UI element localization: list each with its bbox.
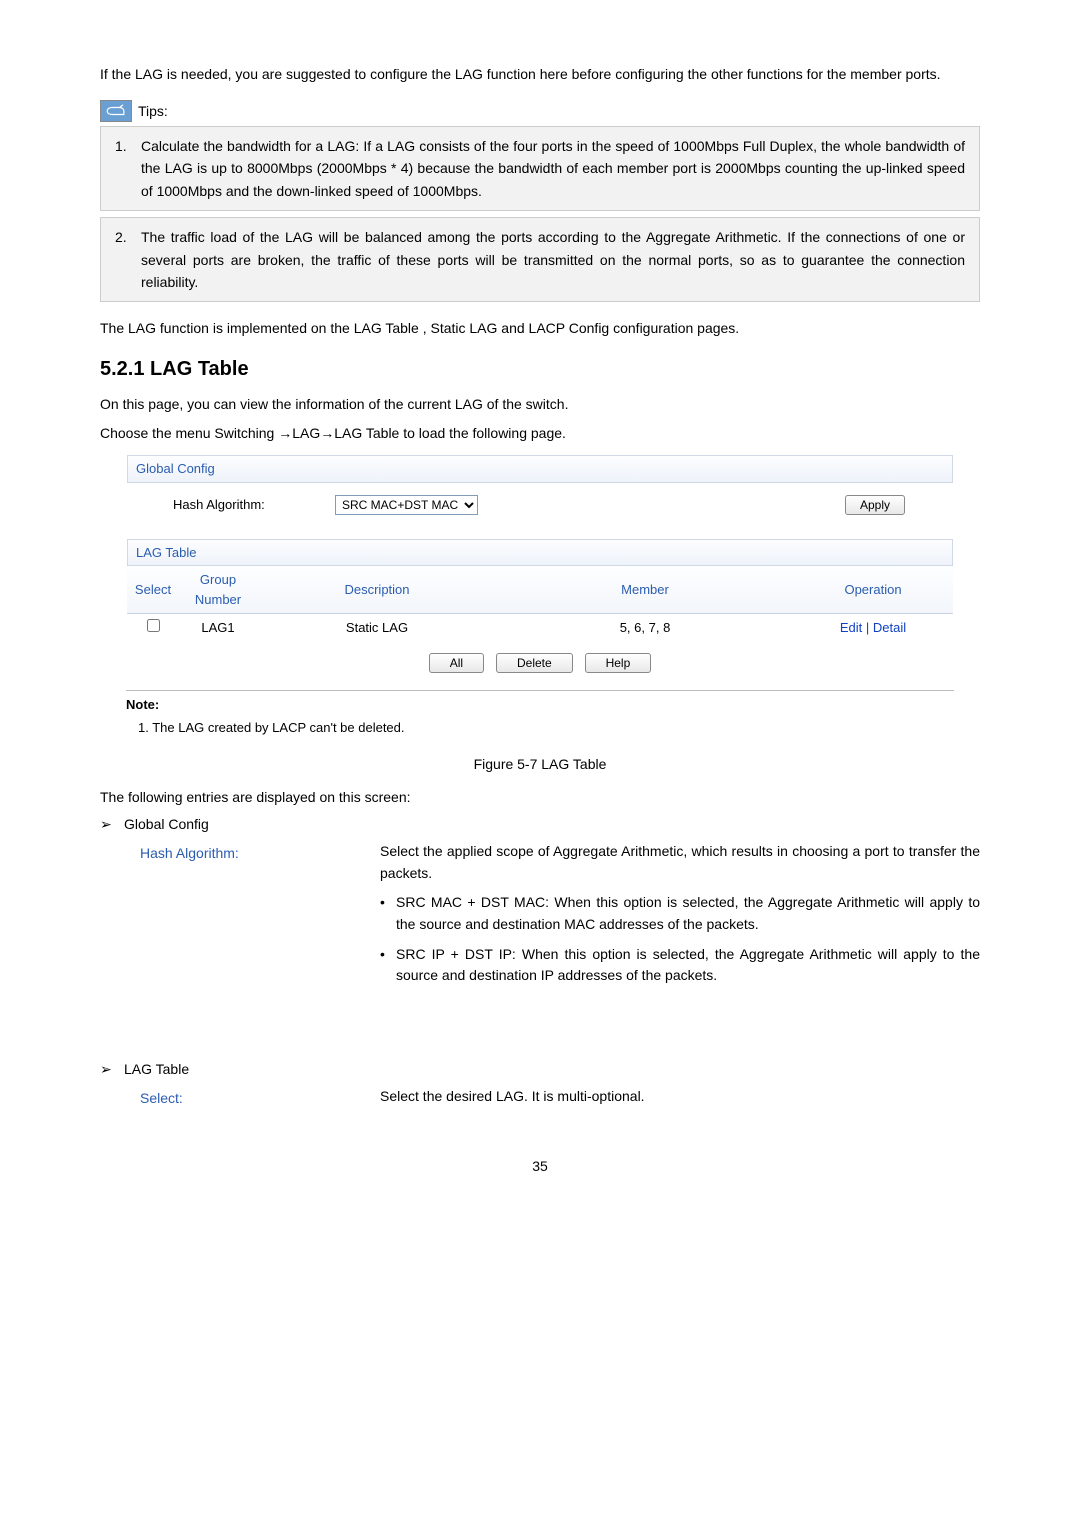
cell-group: LAG1 bbox=[179, 614, 257, 642]
entries-line: The following entries are displayed on t… bbox=[100, 787, 980, 808]
chevron-right-icon: ➢ bbox=[100, 1059, 124, 1080]
figure-caption: Figure 5-7 LAG Table bbox=[100, 754, 980, 775]
table-button-row: All Delete Help bbox=[127, 642, 953, 687]
tip-number: 2. bbox=[115, 226, 141, 293]
hash-algorithm-row: Hash Algorithm: SRC MAC+DST MAC Apply bbox=[127, 483, 953, 539]
lag-table-list-item: ➢ LAG Table bbox=[100, 1059, 980, 1080]
chevron-right-icon: ➢ bbox=[100, 814, 124, 835]
select-definition: Select: Select the desired LAG. It is mu… bbox=[140, 1086, 980, 1116]
page-number: 35 bbox=[100, 1156, 980, 1177]
cell-description: Static LAG bbox=[257, 614, 497, 642]
section-heading: 5.2.1 LAG Table bbox=[100, 354, 980, 384]
tip-text: The traffic load of the LAG will be bala… bbox=[141, 226, 965, 293]
lag-table: Select Group Number Description Member O… bbox=[127, 566, 953, 642]
hash-algorithm-select[interactable]: SRC MAC+DST MAC bbox=[335, 495, 478, 515]
bullet-text: SRC MAC + DST MAC: When this option is s… bbox=[396, 892, 980, 935]
help-button[interactable]: Help bbox=[585, 653, 652, 673]
lag-table-label: LAG Table bbox=[124, 1059, 189, 1080]
definition-term: Select: bbox=[140, 1086, 380, 1116]
tip-number: 1. bbox=[115, 135, 141, 202]
bullet-text: SRC IP + DST IP: When this option is sel… bbox=[396, 944, 980, 987]
row-checkbox[interactable] bbox=[147, 619, 160, 632]
hand-point-icon bbox=[100, 100, 132, 122]
table-row: LAG1 Static LAG 5, 6, 7, 8 Edit | Detail bbox=[127, 614, 953, 642]
bullet-icon: • bbox=[380, 892, 396, 935]
col-operation: Operation bbox=[793, 566, 953, 614]
bullet-item: • SRC MAC + DST MAC: When this option is… bbox=[380, 892, 980, 935]
global-config-label: Global Config bbox=[124, 814, 209, 835]
col-member: Member bbox=[497, 566, 793, 614]
hash-algorithm-label: Hash Algorithm: bbox=[135, 495, 335, 515]
bullet-item: • SRC IP + DST IP: When this option is s… bbox=[380, 944, 980, 987]
tip-text: Calculate the bandwidth for a LAG: If a … bbox=[141, 135, 965, 202]
tip-box-1: 1. Calculate the bandwidth for a LAG: If… bbox=[100, 126, 980, 211]
col-select: Select bbox=[127, 566, 179, 614]
cell-member: 5, 6, 7, 8 bbox=[497, 614, 793, 642]
col-group: Group Number bbox=[179, 566, 257, 614]
hash-algorithm-definition: Hash Algorithm: Select the applied scope… bbox=[140, 841, 980, 995]
definition-body: Select the desired LAG. It is multi-opti… bbox=[380, 1086, 980, 1116]
menu-path-line: Choose the menu Switching →LAG→LAG Table… bbox=[100, 423, 980, 444]
col-description: Description bbox=[257, 566, 497, 614]
cell-operation: Edit | Detail bbox=[793, 614, 953, 642]
note-block: Note: 1. The LAG created by LACP can't b… bbox=[126, 695, 954, 738]
note-line: 1. The LAG created by LACP can't be dele… bbox=[138, 718, 954, 738]
note-title: Note: bbox=[126, 695, 954, 715]
all-button[interactable]: All bbox=[429, 653, 484, 673]
intro-paragraph: If the LAG is needed, you are suggested … bbox=[100, 60, 980, 88]
config-panel: Global Config Hash Algorithm: SRC MAC+DS… bbox=[126, 454, 954, 688]
tips-label: Tips: bbox=[138, 101, 168, 122]
definition-term: Hash Algorithm: bbox=[140, 841, 380, 995]
bullet-icon: • bbox=[380, 944, 396, 987]
definition-paragraph: Select the desired LAG. It is multi-opti… bbox=[380, 1086, 980, 1108]
divider bbox=[126, 690, 954, 691]
lag-table-header: LAG Table bbox=[127, 539, 953, 567]
delete-button[interactable]: Delete bbox=[496, 653, 573, 673]
global-config-list-item: ➢ Global Config bbox=[100, 814, 980, 835]
detail-link[interactable]: Detail bbox=[873, 620, 906, 635]
edit-link[interactable]: Edit bbox=[840, 620, 862, 635]
section-description: On this page, you can view the informati… bbox=[100, 394, 980, 415]
tip-box-2: 2. The traffic load of the LAG will be b… bbox=[100, 217, 980, 302]
definition-body: Select the applied scope of Aggregate Ar… bbox=[380, 841, 980, 995]
apply-button[interactable]: Apply bbox=[845, 495, 905, 515]
global-config-header: Global Config bbox=[127, 455, 953, 483]
tips-heading-row: Tips: bbox=[100, 100, 980, 122]
definition-paragraph: Select the applied scope of Aggregate Ar… bbox=[380, 841, 980, 884]
implementation-paragraph: The LAG function is implemented on the L… bbox=[100, 314, 980, 342]
